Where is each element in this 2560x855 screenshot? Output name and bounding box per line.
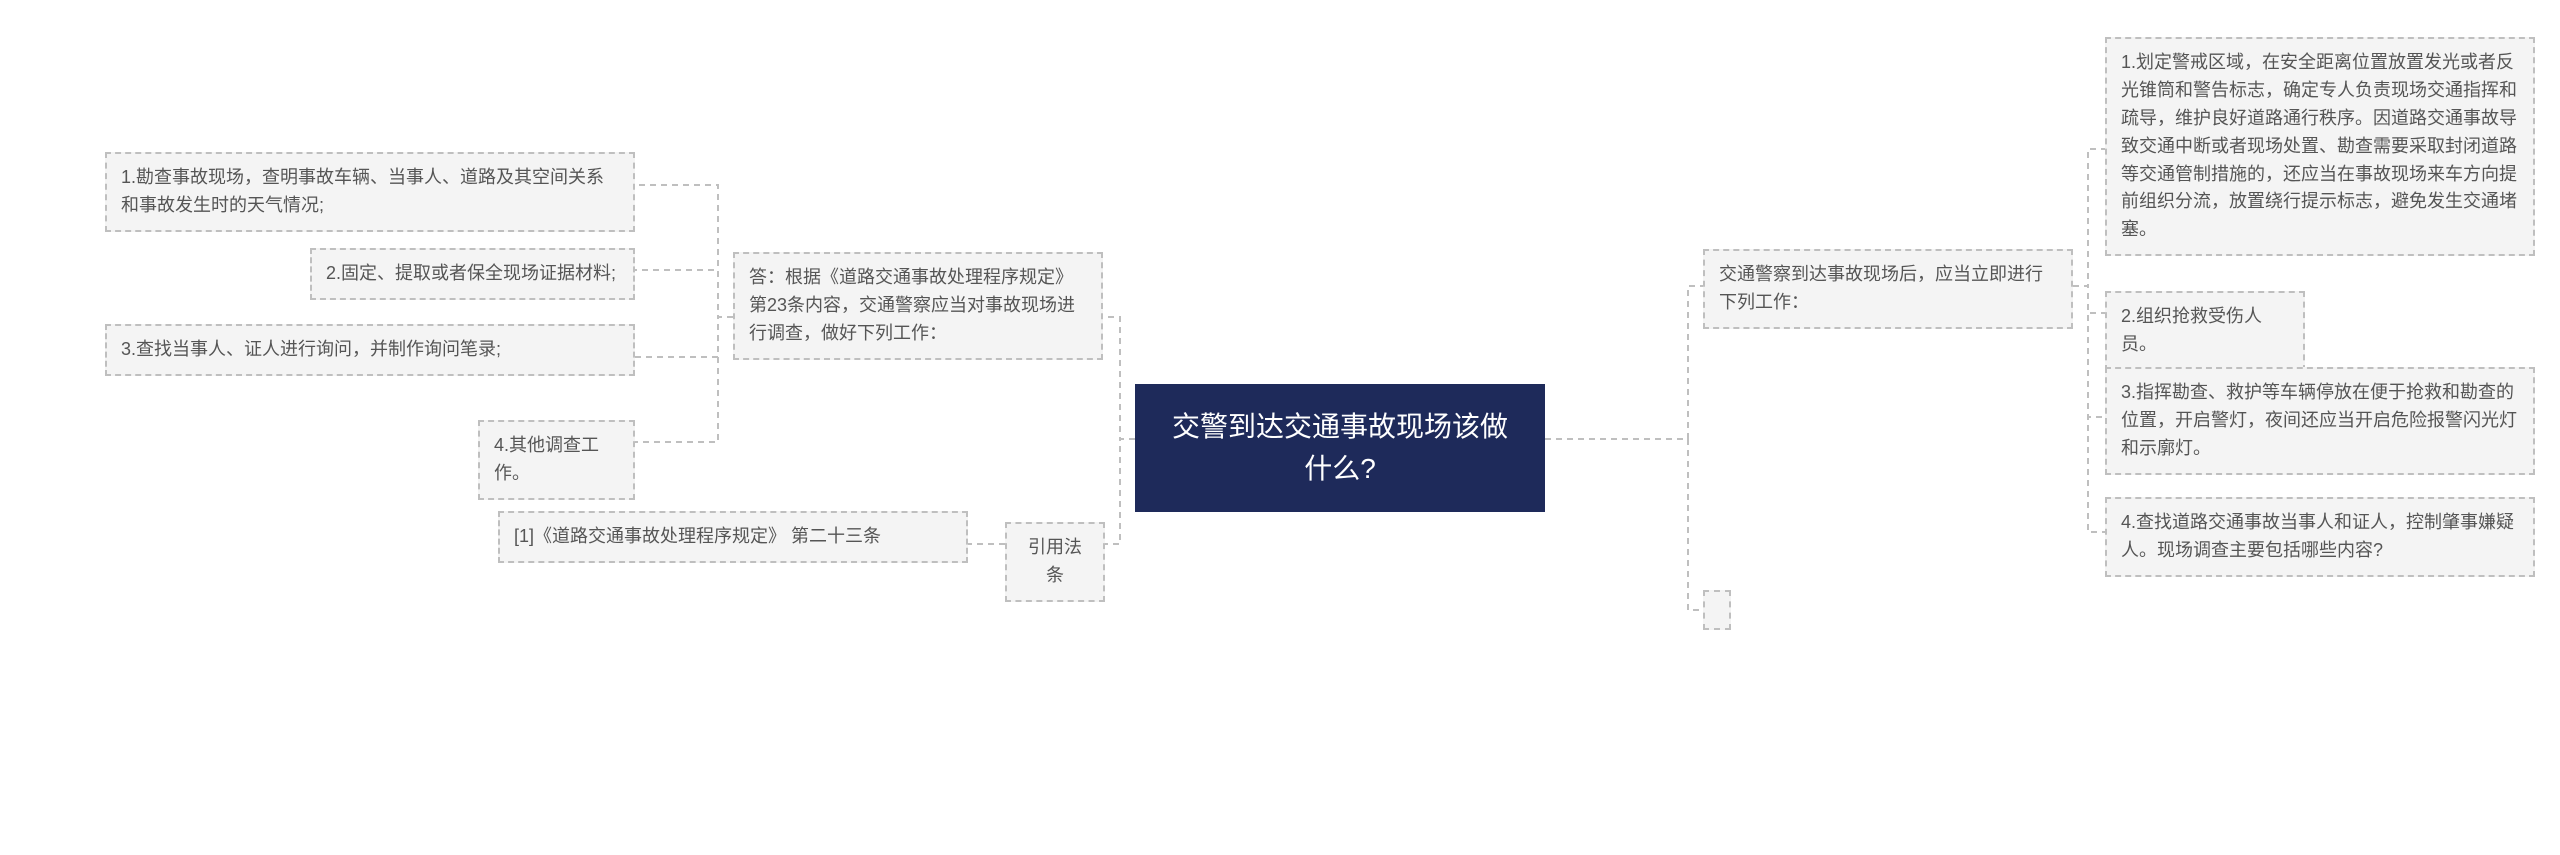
conn-l1-c4	[635, 317, 733, 442]
left-b1-child-1: 1.勘查事故现场，查明事故车辆、当事人、道路及其空间关系和事故发生时的天气情况;	[105, 152, 635, 232]
right-branch-empty	[1703, 590, 1731, 630]
left-b1-child-2: 2.固定、提取或者保全现场证据材料;	[310, 248, 635, 300]
left-branch-answer: 答：根据《道路交通事故处理程序规定》第23条内容，交通警察应当对事故现场进行调查…	[733, 252, 1103, 360]
conn-l1-c1	[635, 185, 733, 317]
right-b1-child-1: 1.划定警戒区域，在安全距离位置放置发光或者反光锥筒和警告标志，确定专人负责现场…	[2105, 37, 2535, 256]
left-branch-citation: 引用法条	[1005, 522, 1105, 602]
left-b2-child-1: [1]《道路交通事故处理程序规定》 第二十三条	[498, 511, 968, 563]
conn-center-l1	[1103, 317, 1135, 439]
conn-r1-c2	[2073, 286, 2105, 313]
conn-center-l2	[1105, 439, 1135, 544]
right-b1-child-2: 2.组织抢救受伤人员。	[2105, 291, 2305, 371]
right-b1-child-4: 4.查找道路交通事故当事人和证人，控制肇事嫌疑人。现场调查主要包括哪些内容?	[2105, 497, 2535, 577]
right-branch-tasks: 交通警察到达事故现场后，应当立即进行下列工作：	[1703, 249, 2073, 329]
center-node: 交警到达交通事故现场该做什么?	[1135, 384, 1545, 512]
left-b1-child-3: 3.查找当事人、证人进行询问，并制作询问笔录;	[105, 324, 635, 376]
conn-center-r1	[1545, 286, 1703, 439]
conn-r1-c1	[2073, 149, 2105, 286]
conn-l1-c2	[635, 270, 733, 317]
conn-center-r2	[1545, 439, 1703, 610]
conn-r1-c4	[2073, 286, 2105, 532]
right-b1-child-3: 3.指挥勘查、救护等车辆停放在便于抢救和勘查的位置，开启警灯，夜间还应当开启危险…	[2105, 367, 2535, 475]
conn-l1-c3	[635, 317, 733, 357]
conn-r1-c3	[2073, 286, 2105, 417]
left-b1-child-4: 4.其他调查工作。	[478, 420, 635, 500]
